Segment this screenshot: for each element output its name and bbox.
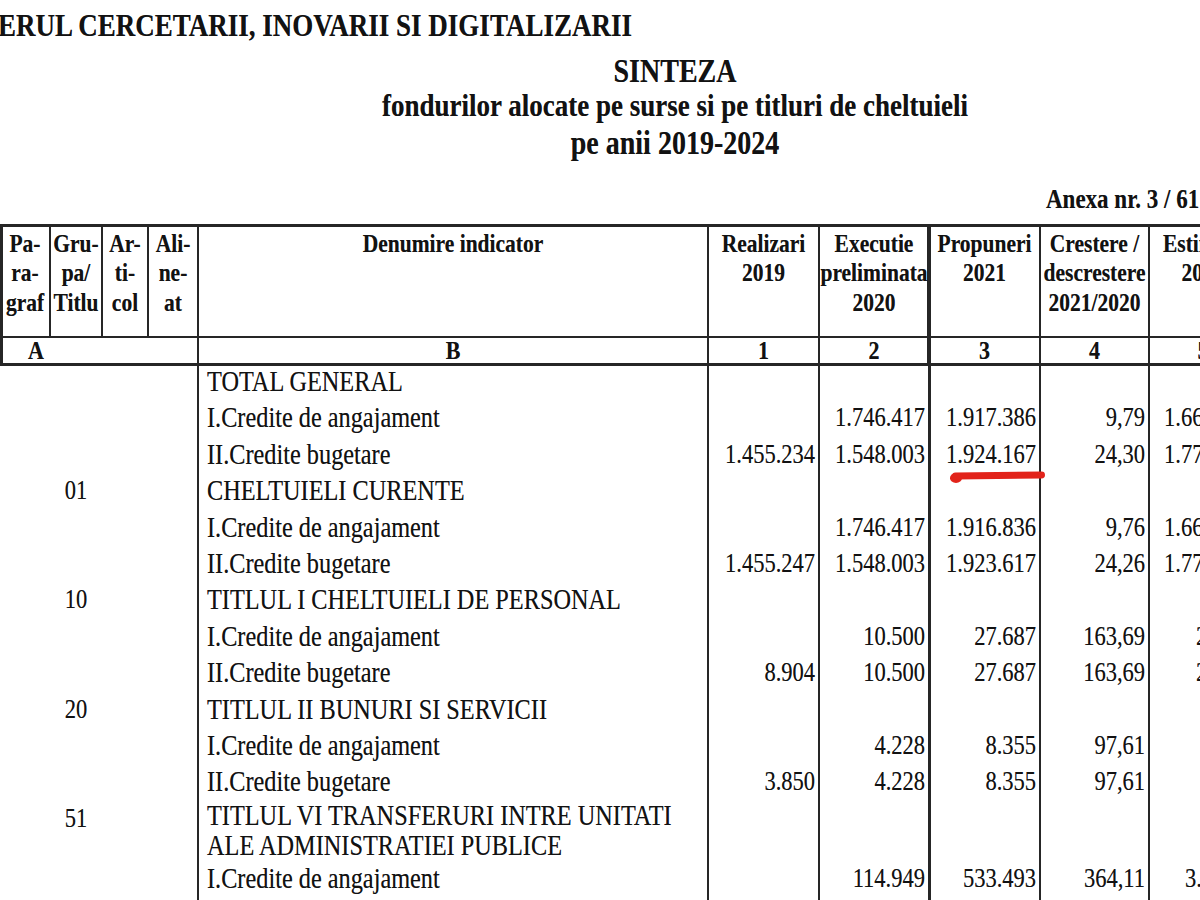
cell-realizari-2019: 3.850 <box>712 761 815 804</box>
col-header-executie: Executiepreliminata2020 <box>819 230 929 318</box>
red-underline-annotation <box>952 472 1045 480</box>
cell-propuneri-2021: 533.493 <box>932 858 1036 900</box>
table-row: II.Credite bugetare1.455.2341.548.0031.9… <box>0 437 1200 473</box>
key-cell-4: 4 <box>1040 337 1149 365</box>
table-row: II.Credite bugetare3.8504.2288.35597,61 <box>0 764 1200 800</box>
document-title: SINTEZA <box>375 52 975 89</box>
table-row: TOTAL GENERAL <box>0 364 1200 400</box>
col-header-denumire: Denumire indicator <box>198 230 708 259</box>
col-header-propuneri: Propuneri2021 <box>929 230 1040 289</box>
table-border-top <box>0 224 1200 227</box>
table-row: 20TITLUL II BUNURI SI SERVICII <box>0 692 1200 728</box>
cell-crestere-2021-2020: 97,61 <box>1043 761 1145 804</box>
row-code: 51 <box>50 798 102 841</box>
key-cell-1: 1 <box>708 337 819 365</box>
table-row: I.Credite de angajament1.746.4171.917.38… <box>0 400 1200 436</box>
cell-executie-2020: 10.500 <box>822 652 925 695</box>
cell-crestere-2021-2020: 24,26 <box>1043 543 1145 586</box>
col-header-articol: Ar-ti-col <box>102 230 148 318</box>
cell-executie-2020: 1.548.003 <box>822 543 925 586</box>
cell-crestere-2021-2020: 24,30 <box>1043 434 1145 477</box>
table-row: II.Credite bugetare1.455.2471.548.0031.9… <box>0 546 1200 582</box>
key-cell-2: 2 <box>819 337 929 365</box>
cell-estimari-2022: 3.7 <box>1185 858 1200 900</box>
col-header-paragraf: Pa-ra-graf <box>0 230 50 318</box>
table-row: 10TITLUL I CHELTUIELI DE PERSONAL <box>0 582 1200 618</box>
annex-number: Anexa nr. 3 / 61 <box>1046 185 1199 215</box>
cell-estimari-2022: 1.77 <box>1164 543 1200 586</box>
col-header-crestere: Crestere /descrestere2021/2020 <box>1040 230 1149 318</box>
row-code: 01 <box>50 470 102 513</box>
table-row: II.Credite bugetare8.90410.50027.687163,… <box>0 655 1200 691</box>
col-header-grupa: Gru-pa/Titlu <box>50 230 102 318</box>
row-indicator-name: II.Credite bugetare <box>207 761 390 804</box>
table-row: I.Credite de angajament10.50027.687163,6… <box>0 619 1200 655</box>
cell-propuneri-2021: 1.923.617 <box>932 543 1036 586</box>
cell-executie-2020: 114.949 <box>822 858 925 900</box>
cell-executie-2020: 4.228 <box>822 761 925 804</box>
col-header-realizari: Realizari2019 <box>708 230 819 289</box>
col-header-estimari: Estimari2022 <box>1149 230 1200 289</box>
cell-realizari-2019: 1.455.234 <box>712 434 815 477</box>
cell-estimari-2022: 1.77 <box>1164 434 1200 477</box>
cell-propuneri-2021: 27.687 <box>932 652 1036 695</box>
document-period: pe anii 2019-2024 <box>375 124 975 161</box>
cell-crestere-2021-2020: 364,11 <box>1043 858 1145 900</box>
cell-estimari-2022: 2 <box>1196 652 1200 695</box>
cell-propuneri-2021: 8.355 <box>932 761 1036 804</box>
key-cell-5: 5 <box>1149 337 1200 365</box>
table-row: 51TITLUL VI TRANSFERURI INTRE UNITATIALE… <box>0 801 1200 861</box>
cell-propuneri-2021: 1.924.167 <box>932 434 1036 477</box>
cell-crestere-2021-2020: 163,69 <box>1043 652 1145 695</box>
row-code: 10 <box>50 579 102 622</box>
table-row: I.Credite de angajament1.746.4171.916.83… <box>0 510 1200 546</box>
document-page: ERUL CERCETARII, INOVARII SI DIGITALIZAR… <box>0 0 1200 900</box>
key-cell-3: 3 <box>929 337 1040 365</box>
cell-realizari-2019: 8.904 <box>712 652 815 695</box>
cell-realizari-2019: 1.455.247 <box>712 543 815 586</box>
ministry-name: ERUL CERCETARII, INOVARII SI DIGITALIZAR… <box>0 8 632 44</box>
key-cell-a: A <box>0 337 72 365</box>
row-code: 20 <box>50 688 102 731</box>
cell-executie-2020: 1.548.003 <box>822 434 925 477</box>
document-subtitle: fondurilor alocate pe surse si pe titlur… <box>275 88 1075 124</box>
row-indicator-name: I.Credite de angajament <box>207 858 440 900</box>
table-body: TOTAL GENERALI.Credite de angajament1.74… <box>0 364 1200 897</box>
table-row: I.Credite de angajament 114.949533.493364… <box>0 861 1200 897</box>
table-row: I.Credite de angajament4.2288.35597,61 <box>0 728 1200 764</box>
col-header-alineat: Ali-ne-at <box>148 230 198 318</box>
